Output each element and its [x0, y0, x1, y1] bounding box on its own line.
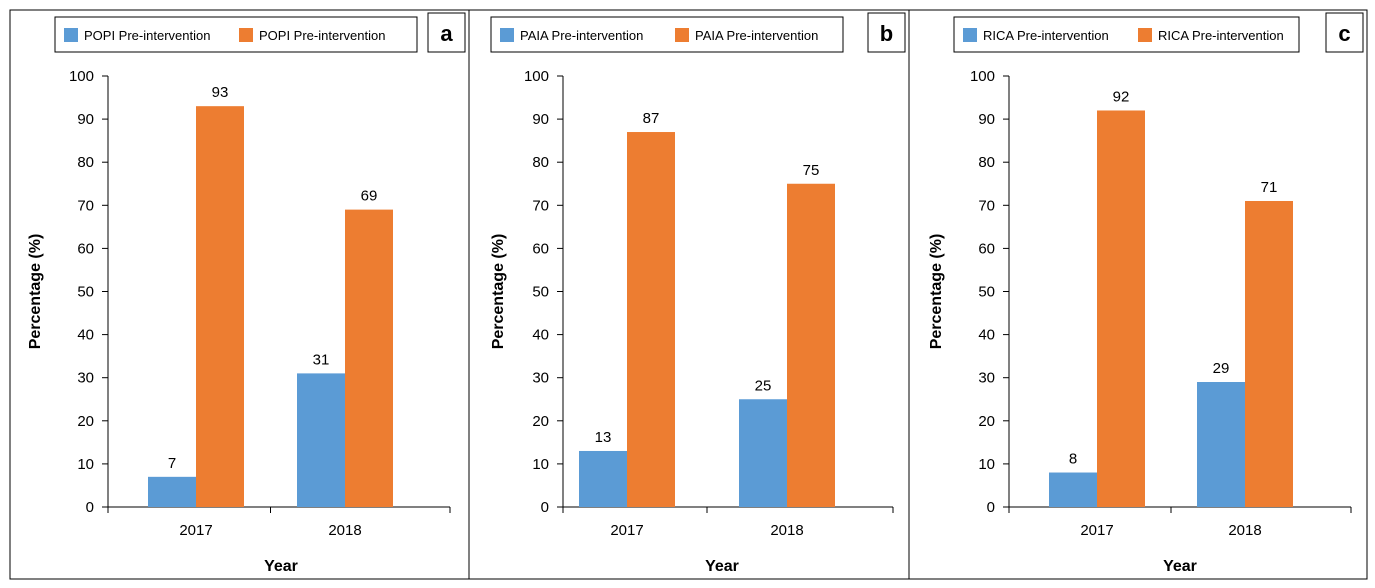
data-label: 93 [212, 84, 229, 101]
panel-letter: c [1338, 21, 1350, 46]
legend-label-1: PAIA Pre-intervention [695, 28, 818, 43]
y-tick-label: 10 [532, 456, 549, 473]
bar-series0-2018 [297, 373, 345, 507]
legend-box [953, 16, 1300, 53]
y-tick-label: 30 [532, 370, 549, 387]
data-label: 75 [803, 162, 820, 179]
panel-letter: a [440, 21, 453, 46]
legend-label-0: POPI Pre-intervention [84, 28, 210, 43]
x-axis-title: Year [705, 558, 739, 575]
chart-panel-b: PAIA Pre-intervention PAIA Pre-interventi… [468, 9, 910, 580]
legend: PAIA Pre-intervention PAIA Pre-interventi… [490, 16, 844, 53]
bar-series1-2018 [787, 183, 835, 507]
y-tick-label: 0 [541, 499, 549, 516]
y-tick-label: 50 [978, 284, 995, 301]
legend-label-1: POPI Pre-intervention [259, 28, 385, 43]
panel-frame [908, 9, 1368, 580]
bar-series0-2017 [148, 476, 196, 507]
panel-letter-box [427, 12, 466, 53]
legend-box [54, 16, 418, 53]
legend-swatch-1 [1138, 28, 1152, 42]
y-tick-label: 80 [978, 154, 995, 171]
y-tick-label: 100 [970, 68, 995, 85]
legend-label-0: PAIA Pre-intervention [520, 28, 643, 43]
bar-series1-2017 [1097, 110, 1145, 507]
bar-series0-2017 [1049, 472, 1097, 507]
legend-label-0: RICA Pre-intervention [983, 28, 1109, 43]
data-label: 69 [361, 188, 378, 205]
y-tick-label: 90 [77, 111, 94, 128]
legend-label-1: RICA Pre-intervention [1158, 28, 1284, 43]
x-tick-label: 2017 [179, 522, 212, 539]
bar-series1-2018 [1245, 200, 1293, 508]
x-axis-title: Year [1163, 558, 1197, 575]
y-tick-label: 70 [77, 197, 94, 214]
legend-box [490, 16, 844, 53]
y-tick-label: 90 [532, 111, 549, 128]
y-tick-label: 20 [978, 413, 995, 430]
legend-swatch-0 [963, 28, 977, 42]
y-tick-label: 0 [987, 499, 995, 516]
chart-panel-a: POPI Pre-intervention POPI Pre-interventi… [9, 9, 470, 580]
legend-swatch-0 [64, 28, 78, 42]
data-label: 31 [313, 351, 330, 368]
y-tick-label: 20 [77, 413, 94, 430]
data-label: 29 [1213, 360, 1230, 377]
panel-letter: b [880, 21, 893, 46]
bar-series0-2018 [1197, 382, 1245, 507]
y-axis-title: Percentage (%) [27, 234, 44, 350]
legend-swatch-1 [239, 28, 253, 42]
y-axis-title: Percentage (%) [490, 234, 507, 350]
y-tick-label: 60 [532, 240, 549, 257]
bar-series0-2017 [579, 450, 627, 507]
y-tick-label: 80 [532, 154, 549, 171]
y-tick-label: 10 [77, 456, 94, 473]
legend-swatch-1 [675, 28, 689, 42]
y-tick-label: 50 [532, 284, 549, 301]
legend-swatch-0 [500, 28, 514, 42]
y-tick-label: 80 [77, 154, 94, 171]
x-tick-label: 2018 [1228, 522, 1261, 539]
x-axis-title: Year [264, 558, 298, 575]
x-tick-label: 2017 [1080, 522, 1113, 539]
bar-series0-2018 [739, 399, 787, 507]
x-tick-label: 2018 [328, 522, 361, 539]
y-tick-label: 100 [524, 68, 549, 85]
y-tick-label: 40 [532, 327, 549, 344]
y-tick-label: 40 [77, 327, 94, 344]
y-tick-label: 30 [77, 370, 94, 387]
data-label: 8 [1069, 451, 1077, 468]
y-tick-label: 10 [978, 456, 995, 473]
data-label: 13 [595, 429, 612, 446]
panel-letter-box [1325, 12, 1364, 53]
y-tick-label: 30 [978, 370, 995, 387]
y-tick-label: 90 [978, 111, 995, 128]
y-tick-label: 60 [77, 240, 94, 257]
data-label: 25 [755, 377, 772, 394]
y-tick-label: 60 [978, 240, 995, 257]
y-tick-label: 0 [86, 499, 94, 516]
y-tick-label: 50 [77, 284, 94, 301]
legend: POPI Pre-intervention POPI Pre-interventi… [54, 16, 418, 53]
bar-series1-2017 [627, 132, 675, 507]
y-tick-label: 70 [978, 197, 995, 214]
data-label: 87 [643, 110, 660, 127]
panel-letter-box [867, 12, 906, 53]
y-tick-label: 100 [69, 68, 94, 85]
y-axis-title: Percentage (%) [928, 234, 945, 350]
chart-panel-c: RICA Pre-intervention RICA Pre-interventi… [908, 9, 1368, 580]
bar-series1-2018 [345, 209, 393, 508]
data-label: 92 [1113, 88, 1130, 105]
y-tick-label: 70 [532, 197, 549, 214]
legend: RICA Pre-intervention RICA Pre-interventi… [953, 16, 1300, 53]
data-label: 7 [168, 455, 176, 472]
data-label: 71 [1261, 179, 1278, 196]
y-tick-label: 20 [532, 413, 549, 430]
x-tick-label: 2018 [770, 522, 803, 539]
x-tick-label: 2017 [610, 522, 643, 539]
y-tick-label: 40 [978, 327, 995, 344]
bar-series1-2017 [196, 106, 244, 508]
